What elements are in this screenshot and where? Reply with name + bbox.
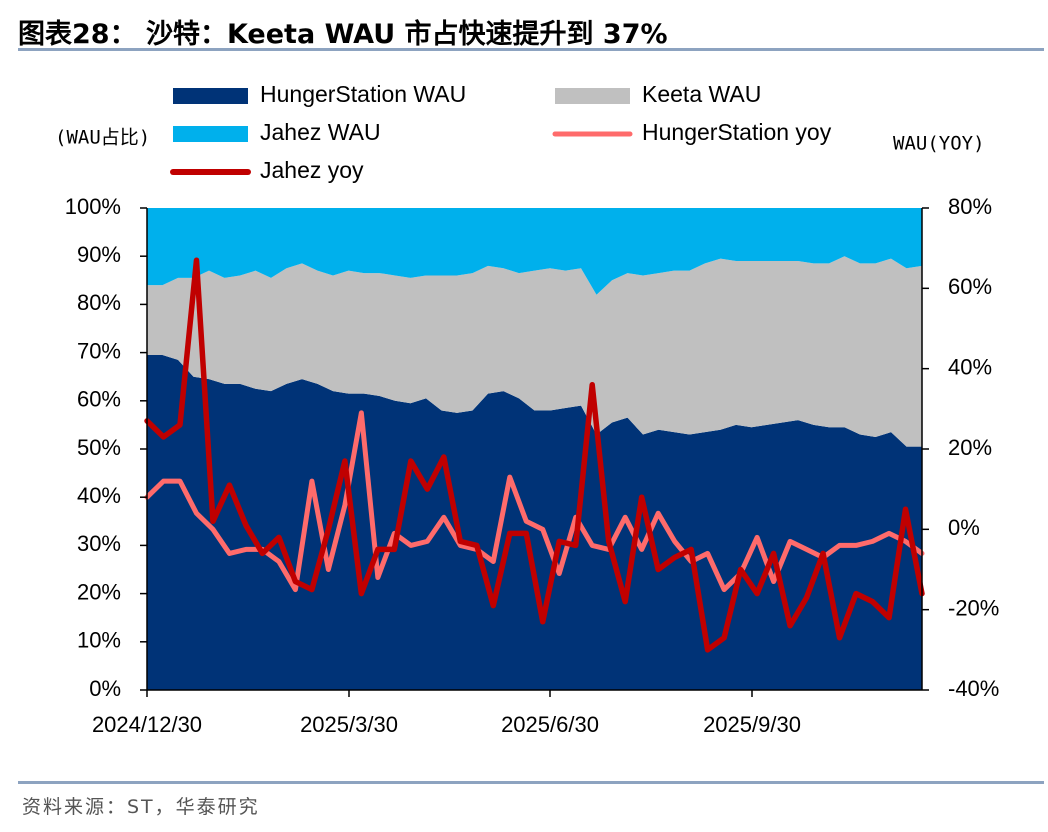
left-tick-label: 40%	[77, 483, 121, 508]
left-axis-label: (WAU占比)	[55, 127, 150, 149]
legend-label-4: Jahez yoy	[260, 157, 364, 183]
left-tick-label: 90%	[77, 242, 121, 267]
legend-label-3: HungerStation yoy	[642, 119, 832, 145]
x-tick-label: 2025/3/30	[300, 712, 398, 737]
source-note: 资料来源：ST，华泰研究	[22, 796, 260, 818]
line-hungerstation-yoy	[144, 410, 925, 593]
right-tick-label: 60%	[948, 274, 992, 299]
left-tick-label: 20%	[77, 579, 121, 604]
right-axis-label: WAU(YOY)	[893, 133, 985, 155]
left-tick-label: 60%	[77, 387, 121, 412]
left-tick-label: 100%	[65, 194, 121, 219]
legend-swatch-2	[173, 126, 248, 142]
left-tick-label: 10%	[77, 628, 121, 653]
right-tick-label: 20%	[948, 435, 992, 460]
left-tick-label: 80%	[77, 290, 121, 315]
figure-title: 图表28： 沙特：Keeta WAU 市占快速提升到 37%	[18, 19, 668, 50]
right-tick-label: 0%	[948, 515, 980, 540]
bottom-rule	[18, 781, 1044, 784]
right-tick-label: -40%	[948, 676, 999, 701]
left-tick-label: 30%	[77, 531, 121, 556]
right-tick-label: 40%	[948, 354, 992, 379]
legend-swatch-1	[555, 88, 630, 104]
x-tick-label: 2024/12/30	[92, 712, 202, 737]
legend-label-2: Jahez WAU	[260, 119, 381, 145]
chart-svg: 0% 10% 20% 30% 40% 50% 60% 70% 80% 90% 100% -40% -20…	[55, 81, 999, 737]
area-keeta-wau	[147, 256, 922, 447]
right-tick-label: -20%	[948, 595, 999, 620]
legend-swatch-0	[173, 88, 248, 104]
right-tick-label: 80%	[948, 194, 992, 219]
line-jahez-yoy	[144, 257, 925, 653]
left-tick-label: 70%	[77, 338, 121, 363]
legend-label-0: HungerStation WAU	[260, 81, 466, 107]
area-hungerstation-wau	[147, 355, 922, 690]
x-tick-label: 2025/6/30	[501, 712, 599, 737]
left-tick-label: 50%	[77, 435, 121, 460]
top-rule	[18, 48, 1044, 51]
x-tick-label: 2025/9/30	[703, 712, 801, 737]
legend-label-1: Keeta WAU	[642, 81, 761, 107]
area-jahez-wau	[147, 208, 922, 295]
left-tick-label: 0%	[89, 676, 121, 701]
